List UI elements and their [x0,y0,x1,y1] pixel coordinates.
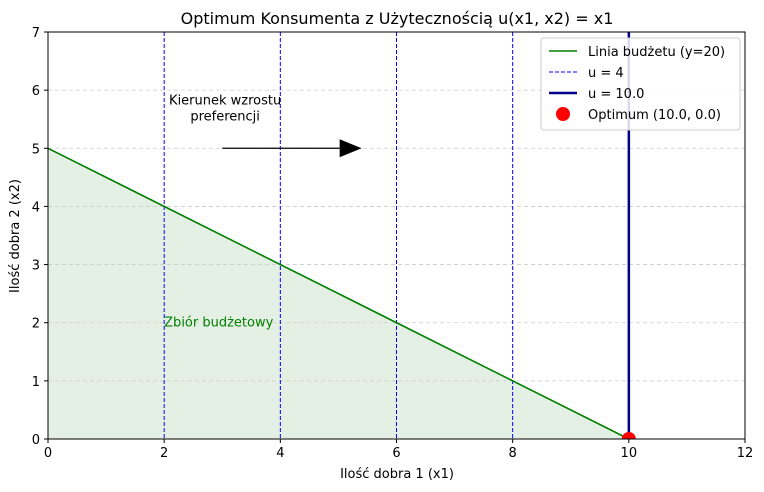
preference-annotation: Kierunek wzrostu preferencji [169,94,281,125]
y-tick-label: 6 [32,84,40,99]
budget-set-label: Zbiór budżetowy [164,316,273,331]
chart-title: Optimum Konsumenta z Użytecznością u(x1,… [181,9,614,28]
x-tick-label: 6 [392,446,400,461]
budget-line [47,147,630,440]
legend-swatch [556,107,570,121]
preference-annotation-line: preferencji [190,110,260,125]
y-tick-label: 0 [32,433,40,448]
x-tick-label: 2 [160,446,168,461]
x-tick-label: 0 [44,446,52,461]
y-axis-label: Ilość dobra 2 (x2) [8,179,23,293]
y-tick-label: 5 [32,142,40,157]
legend-label: u = 10.0 [588,87,644,102]
x-axis-label: Ilość dobra 1 (x1) [340,467,454,482]
y-tick-label: 1 [32,375,40,390]
x-tick-label: 10 [621,446,638,461]
x-tick-label: 4 [276,446,284,461]
legend-label: u = 4 [588,66,624,81]
optimum-point [621,432,636,439]
x-tick-label: 8 [509,446,517,461]
legend-label: Linia budżetu (y=20) [588,45,725,60]
y-tick-label: 3 [32,259,40,274]
plot-area: Zbiór budżetowy Kierunek wzrostu preferenc… [32,26,754,461]
legend-label: Optimum (10.0, 0.0) [588,108,721,123]
preference-annotation-line: Kierunek wzrostu [169,94,281,109]
x-tick-label: 12 [737,446,754,461]
legend-box [540,37,741,131]
preference-arrow-head [339,139,362,158]
y-tick-label: 4 [32,200,40,215]
y-tick-label: 2 [32,317,40,332]
y-tick-label: 7 [32,26,40,41]
legend: Linia budżetu (y=20) u = 4 u = 10.0 Optimum… [540,37,741,131]
